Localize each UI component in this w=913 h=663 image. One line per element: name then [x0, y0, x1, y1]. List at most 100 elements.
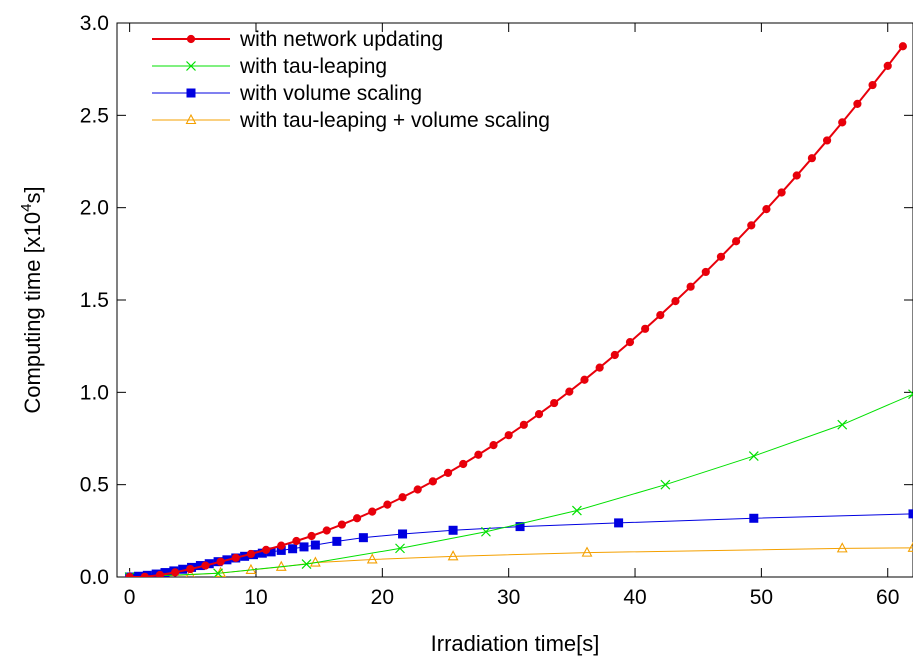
data-point: [534, 410, 544, 419]
data-point: [908, 509, 913, 519]
y-axis-title: Computing time [x104s]: [18, 186, 45, 413]
legend-label: with volume scaling: [239, 82, 422, 105]
data-point: [310, 540, 320, 550]
legend: with network updating with tau-leaping wit…: [152, 28, 550, 132]
legend-item-2: with tau-leaping: [152, 55, 387, 78]
legend-label: with network updating: [239, 28, 443, 51]
data-point: [366, 553, 378, 564]
data-point: [474, 450, 483, 459]
data-point: [398, 529, 408, 539]
data-point: [352, 514, 362, 523]
data-point: [898, 42, 907, 51]
data-point: [368, 507, 377, 516]
marker-stroke: [660, 479, 671, 490]
data-point: [358, 533, 368, 543]
y-tick-label: 3.0: [80, 12, 109, 35]
marker-stroke: [908, 389, 913, 396]
data-point: [701, 267, 710, 277]
marker-stroke: [124, 572, 131, 577]
marker-stroke: [128, 572, 135, 577]
x-axis-title: Irradiation time[s]: [431, 631, 600, 656]
series-line: [129, 393, 913, 577]
data-point: [337, 520, 347, 529]
y-tick-label: 0.0: [80, 566, 109, 589]
data-point: [762, 205, 771, 214]
data-point: [777, 188, 786, 197]
y-axis-title-unit: s]: [20, 186, 45, 203]
data-point: [686, 282, 695, 291]
data-point: [853, 99, 862, 108]
data-point: [261, 545, 271, 554]
data-point: [515, 522, 525, 532]
data-point: [299, 542, 309, 552]
data-point: [447, 550, 459, 561]
data-point: [504, 431, 513, 440]
data-point: [656, 311, 665, 320]
legend-item-3: with volume scaling: [152, 82, 422, 105]
data-point: [307, 531, 316, 541]
data-point: [625, 338, 635, 347]
y-tick-label: 2.0: [80, 197, 109, 220]
y-tick-label: 1.0: [80, 381, 109, 404]
data-point: [565, 387, 574, 396]
data-point: [301, 559, 312, 569]
x-tick-label: 60: [876, 586, 899, 609]
data-point: [836, 542, 848, 553]
marker-stroke: [395, 543, 405, 554]
data-point: [171, 568, 180, 577]
data-point: [716, 252, 726, 261]
data-point: [332, 536, 342, 546]
data-point: [292, 536, 301, 546]
x-axis-ticks: 0 10 20 30 40 50 60: [124, 23, 899, 609]
data-point: [792, 171, 801, 180]
y-axis-ticks: 0.0 0.5 1.0 1.5 2.0 2.5 3.0: [80, 12, 913, 589]
series-line: [129, 45, 904, 577]
x-tick-label: 30: [497, 586, 520, 609]
marker-stroke: [213, 568, 224, 577]
data-point: [140, 572, 149, 577]
data-point: [610, 350, 619, 360]
y-tick-label: 0.5: [80, 474, 109, 497]
legend-label: with tau-leaping + volume scaling: [239, 109, 550, 132]
data-point: [807, 154, 817, 163]
y-axis-title-main: Computing time [x10: [20, 212, 45, 414]
data-point: [581, 546, 593, 557]
data-point: [837, 419, 848, 430]
x-tick-label: 10: [244, 586, 267, 609]
data-point: [322, 526, 331, 535]
data-point: [907, 541, 913, 552]
data-point: [908, 389, 913, 400]
data-point: [155, 570, 165, 577]
x-tick-label: 20: [371, 586, 394, 609]
data-point: [571, 505, 582, 516]
data-point: [550, 398, 559, 408]
legend-label: with tau-leaping: [239, 55, 387, 78]
x-tick-label: 50: [750, 586, 773, 609]
marker-stroke: [301, 559, 312, 569]
marker-stroke: [748, 451, 759, 461]
data-point: [216, 557, 225, 566]
x-tick-label: 0: [124, 586, 136, 609]
data-point: [213, 568, 224, 577]
series-1: [125, 42, 907, 577]
data-point: [660, 479, 671, 490]
marker-stroke: [481, 526, 491, 537]
data-point: [428, 477, 437, 486]
y-axis-title-exponent: 4: [18, 204, 35, 212]
data-point: [747, 221, 756, 230]
data-point: [641, 324, 650, 333]
legend-swatch-marker: [186, 34, 196, 44]
series-2: [124, 389, 913, 577]
x-tick-label: 40: [623, 586, 646, 609]
y-tick-label: 2.5: [80, 104, 109, 127]
data-point: [868, 80, 877, 90]
marker-stroke: [571, 505, 582, 516]
data-point: [481, 526, 491, 537]
data-point: [398, 493, 407, 502]
data-point: [732, 237, 741, 246]
marker-stroke: [908, 393, 913, 400]
legend-swatch-marker: [186, 88, 196, 98]
data-point: [614, 518, 624, 528]
marker-stroke: [837, 419, 848, 430]
